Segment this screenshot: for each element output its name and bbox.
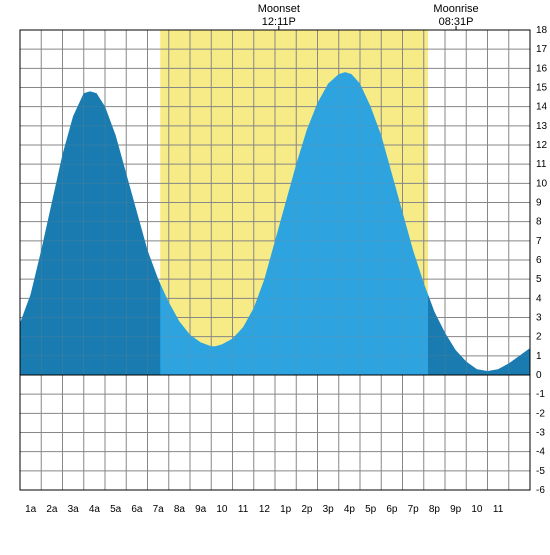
y-tick-label: 8	[536, 217, 542, 228]
x-tick-label: 8p	[429, 504, 441, 515]
y-tick-label: 16	[536, 63, 548, 74]
y-tick-label: 2	[536, 332, 542, 343]
x-tick-label: 2p	[301, 504, 313, 515]
x-tick-label: 1a	[25, 504, 37, 515]
y-tick-label: -3	[536, 428, 545, 439]
y-tick-label: 5	[536, 274, 542, 285]
x-tick-label: 3p	[323, 504, 335, 515]
chart-svg: -6-5-4-3-2-10123456789101112131415161718…	[0, 0, 550, 550]
y-tick-label: -5	[536, 466, 545, 477]
x-tick-label: 5p	[365, 504, 377, 515]
x-tick-label: 7p	[408, 504, 420, 515]
y-tick-label: 17	[536, 44, 548, 55]
x-tick-label: 2a	[46, 504, 58, 515]
y-tick-label: -1	[536, 389, 545, 400]
x-tick-label: 10	[471, 504, 483, 515]
moon-event-label: Moonset	[258, 3, 300, 15]
tide-chart: -6-5-4-3-2-10123456789101112131415161718…	[0, 0, 550, 550]
x-tick-label: 5a	[110, 504, 122, 515]
moon-event-label: Moonrise	[433, 3, 478, 15]
x-tick-label: 11	[238, 504, 249, 515]
x-tick-label: 10	[216, 504, 228, 515]
y-tick-label: 6	[536, 255, 542, 266]
y-tick-label: 9	[536, 198, 542, 209]
y-tick-label: 4	[536, 293, 542, 304]
y-tick-label: 11	[536, 159, 547, 170]
y-tick-label: 13	[536, 121, 548, 132]
moon-event-time: 08:31P	[439, 16, 474, 28]
x-tick-label: 4p	[344, 504, 356, 515]
y-tick-label: 14	[536, 102, 548, 113]
y-tick-label: 18	[536, 25, 548, 36]
x-tick-label: 11	[493, 504, 504, 515]
x-tick-label: 3a	[68, 504, 80, 515]
x-tick-label: 4a	[89, 504, 101, 515]
y-tick-label: 15	[536, 83, 548, 94]
x-tick-label: 9a	[195, 504, 207, 515]
y-tick-label: -6	[536, 485, 545, 496]
y-tick-label: 10	[536, 178, 548, 189]
y-tick-label: -2	[536, 408, 545, 419]
y-tick-label: 12	[536, 140, 548, 151]
moon-event-time: 12:11P	[262, 16, 296, 28]
x-tick-label: 1p	[280, 504, 292, 515]
x-tick-label: 8a	[174, 504, 186, 515]
y-tick-label: -4	[536, 447, 545, 458]
x-tick-label: 9p	[450, 504, 462, 515]
x-tick-label: 7a	[153, 504, 165, 515]
x-tick-label: 6a	[131, 504, 143, 515]
y-tick-label: 1	[536, 351, 542, 362]
y-tick-label: 0	[536, 370, 542, 381]
x-tick-label: 12	[259, 504, 271, 515]
y-tick-label: 7	[536, 236, 542, 247]
y-tick-label: 3	[536, 313, 542, 324]
x-tick-label: 6p	[386, 504, 398, 515]
